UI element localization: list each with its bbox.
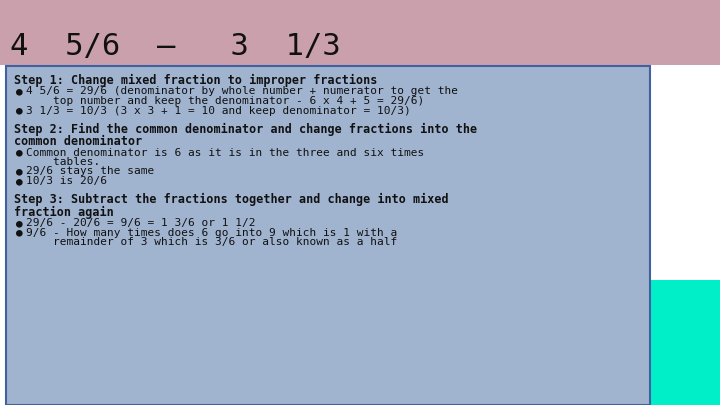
Text: Step 2: Find the common denominator and change fractions into the: Step 2: Find the common denominator and … (14, 122, 477, 136)
Bar (651, 280, 720, 405)
Text: fraction again: fraction again (14, 205, 114, 219)
Text: remainder of 3 which is 3/6 or also known as a half: remainder of 3 which is 3/6 or also know… (26, 237, 397, 247)
Text: 29/6 - 20/6 = 9/6 = 1 3/6 or 1 1/2: 29/6 - 20/6 = 9/6 = 1 3/6 or 1 1/2 (26, 218, 256, 228)
Text: ●: ● (16, 105, 23, 115)
Text: 4  5/6  –   3  1/3: 4 5/6 – 3 1/3 (10, 32, 341, 61)
Text: top number and keep the denominator - 6 x 4 + 5 = 29/6): top number and keep the denominator - 6 … (26, 96, 424, 106)
Text: ●: ● (16, 228, 23, 237)
Text: ●: ● (16, 176, 23, 186)
Text: tables.: tables. (26, 157, 100, 167)
Text: Common denominator is 6 as it is in the three and six times: Common denominator is 6 as it is in the … (26, 147, 424, 158)
Text: 3 1/3 = 10/3 (3 x 3 + 1 = 10 and keep denominator = 10/3): 3 1/3 = 10/3 (3 x 3 + 1 = 10 and keep de… (26, 105, 410, 115)
Text: ●: ● (16, 218, 23, 228)
Bar (0, 0, 720, 65)
Text: 4 5/6 = 29/6 (denominator by whole number + numerator to get the: 4 5/6 = 29/6 (denominator by whole numbe… (26, 87, 458, 96)
Text: ●: ● (16, 87, 23, 96)
Bar (0, 65, 720, 66)
Text: 29/6 stays the same: 29/6 stays the same (26, 166, 154, 177)
Text: 10/3 is 20/6: 10/3 is 20/6 (26, 176, 107, 186)
Text: 9/6 - How many times does 6 go into 9 which is 1 with a: 9/6 - How many times does 6 go into 9 wh… (26, 228, 397, 237)
Text: ●: ● (16, 147, 23, 158)
Text: Step 1: Change mixed fraction to improper fractions: Step 1: Change mixed fraction to imprope… (14, 74, 377, 87)
Text: common denominator: common denominator (14, 135, 143, 148)
Bar (6, 66, 650, 405)
Text: ●: ● (16, 166, 23, 177)
Text: Step 3: Subtract the fractions together and change into mixed: Step 3: Subtract the fractions together … (14, 193, 449, 206)
